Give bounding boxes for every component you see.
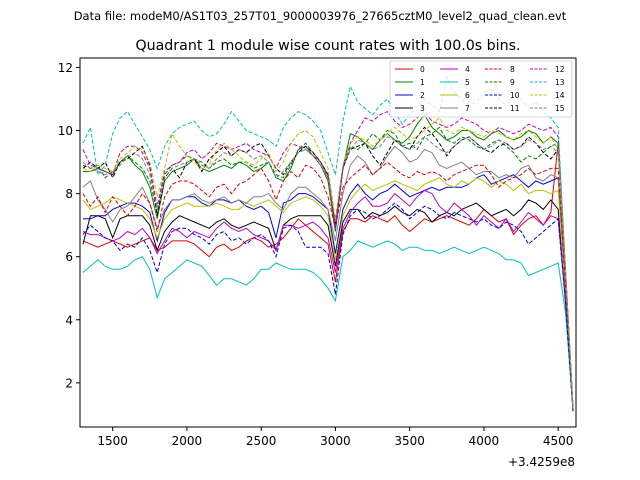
legend-label-0: 0 — [420, 65, 425, 74]
series-line-8 — [82, 161, 574, 409]
x-offset-label: +3.4259e8 — [508, 455, 575, 469]
x-tick-label-4500: 4500 — [543, 434, 574, 448]
legend-label-9: 9 — [510, 78, 515, 87]
legend-label-4: 4 — [465, 65, 470, 74]
x-tick-label-4000: 4000 — [469, 434, 500, 448]
legend-label-10: 10 — [510, 91, 520, 100]
legend-label-7: 7 — [465, 104, 470, 113]
legend-label-11: 11 — [510, 104, 520, 113]
x-tick-label-3500: 3500 — [394, 434, 425, 448]
y-tick-label-2: 2 — [65, 376, 73, 390]
series-line-7 — [82, 145, 574, 409]
legend-label-2: 2 — [420, 91, 425, 100]
x-tick-label-3000: 3000 — [320, 434, 351, 448]
series-line-6 — [82, 177, 574, 409]
legend-label-13: 13 — [555, 78, 565, 87]
y-tick-label-10: 10 — [58, 124, 73, 138]
series-line-15 — [82, 136, 574, 409]
x-tick-label-2000: 2000 — [172, 434, 203, 448]
y-tick-label-6: 6 — [65, 250, 73, 264]
chart-title: Quadrant 1 module wise count rates with … — [135, 38, 520, 54]
y-tick-label-4: 4 — [65, 313, 73, 327]
y-tick-label-8: 8 — [65, 187, 73, 201]
legend-label-3: 3 — [420, 104, 425, 113]
legend-label-5: 5 — [465, 78, 470, 87]
legend-box — [389, 60, 573, 118]
series-line-10 — [82, 202, 574, 412]
y-tick-label-12: 12 — [58, 61, 73, 75]
legend-label-6: 6 — [465, 91, 470, 100]
series-line-3 — [82, 199, 574, 412]
axes-frame — [79, 57, 577, 428]
legend-label-15: 15 — [555, 104, 565, 113]
datafile-label: Data file: modeM0/AS1T03_257T01_90000039… — [74, 9, 567, 23]
series-line-5 — [82, 240, 574, 409]
legend-label-14: 14 — [555, 91, 565, 100]
legend-label-1: 1 — [420, 78, 425, 87]
legend-label-8: 8 — [510, 65, 515, 74]
x-tick-label-1500: 1500 — [97, 434, 128, 448]
series-line-12 — [82, 110, 574, 409]
series-line-14 — [82, 117, 574, 409]
legend-label-12: 12 — [555, 65, 565, 74]
series-line-4 — [82, 189, 574, 409]
x-tick-label-2500: 2500 — [246, 434, 277, 448]
